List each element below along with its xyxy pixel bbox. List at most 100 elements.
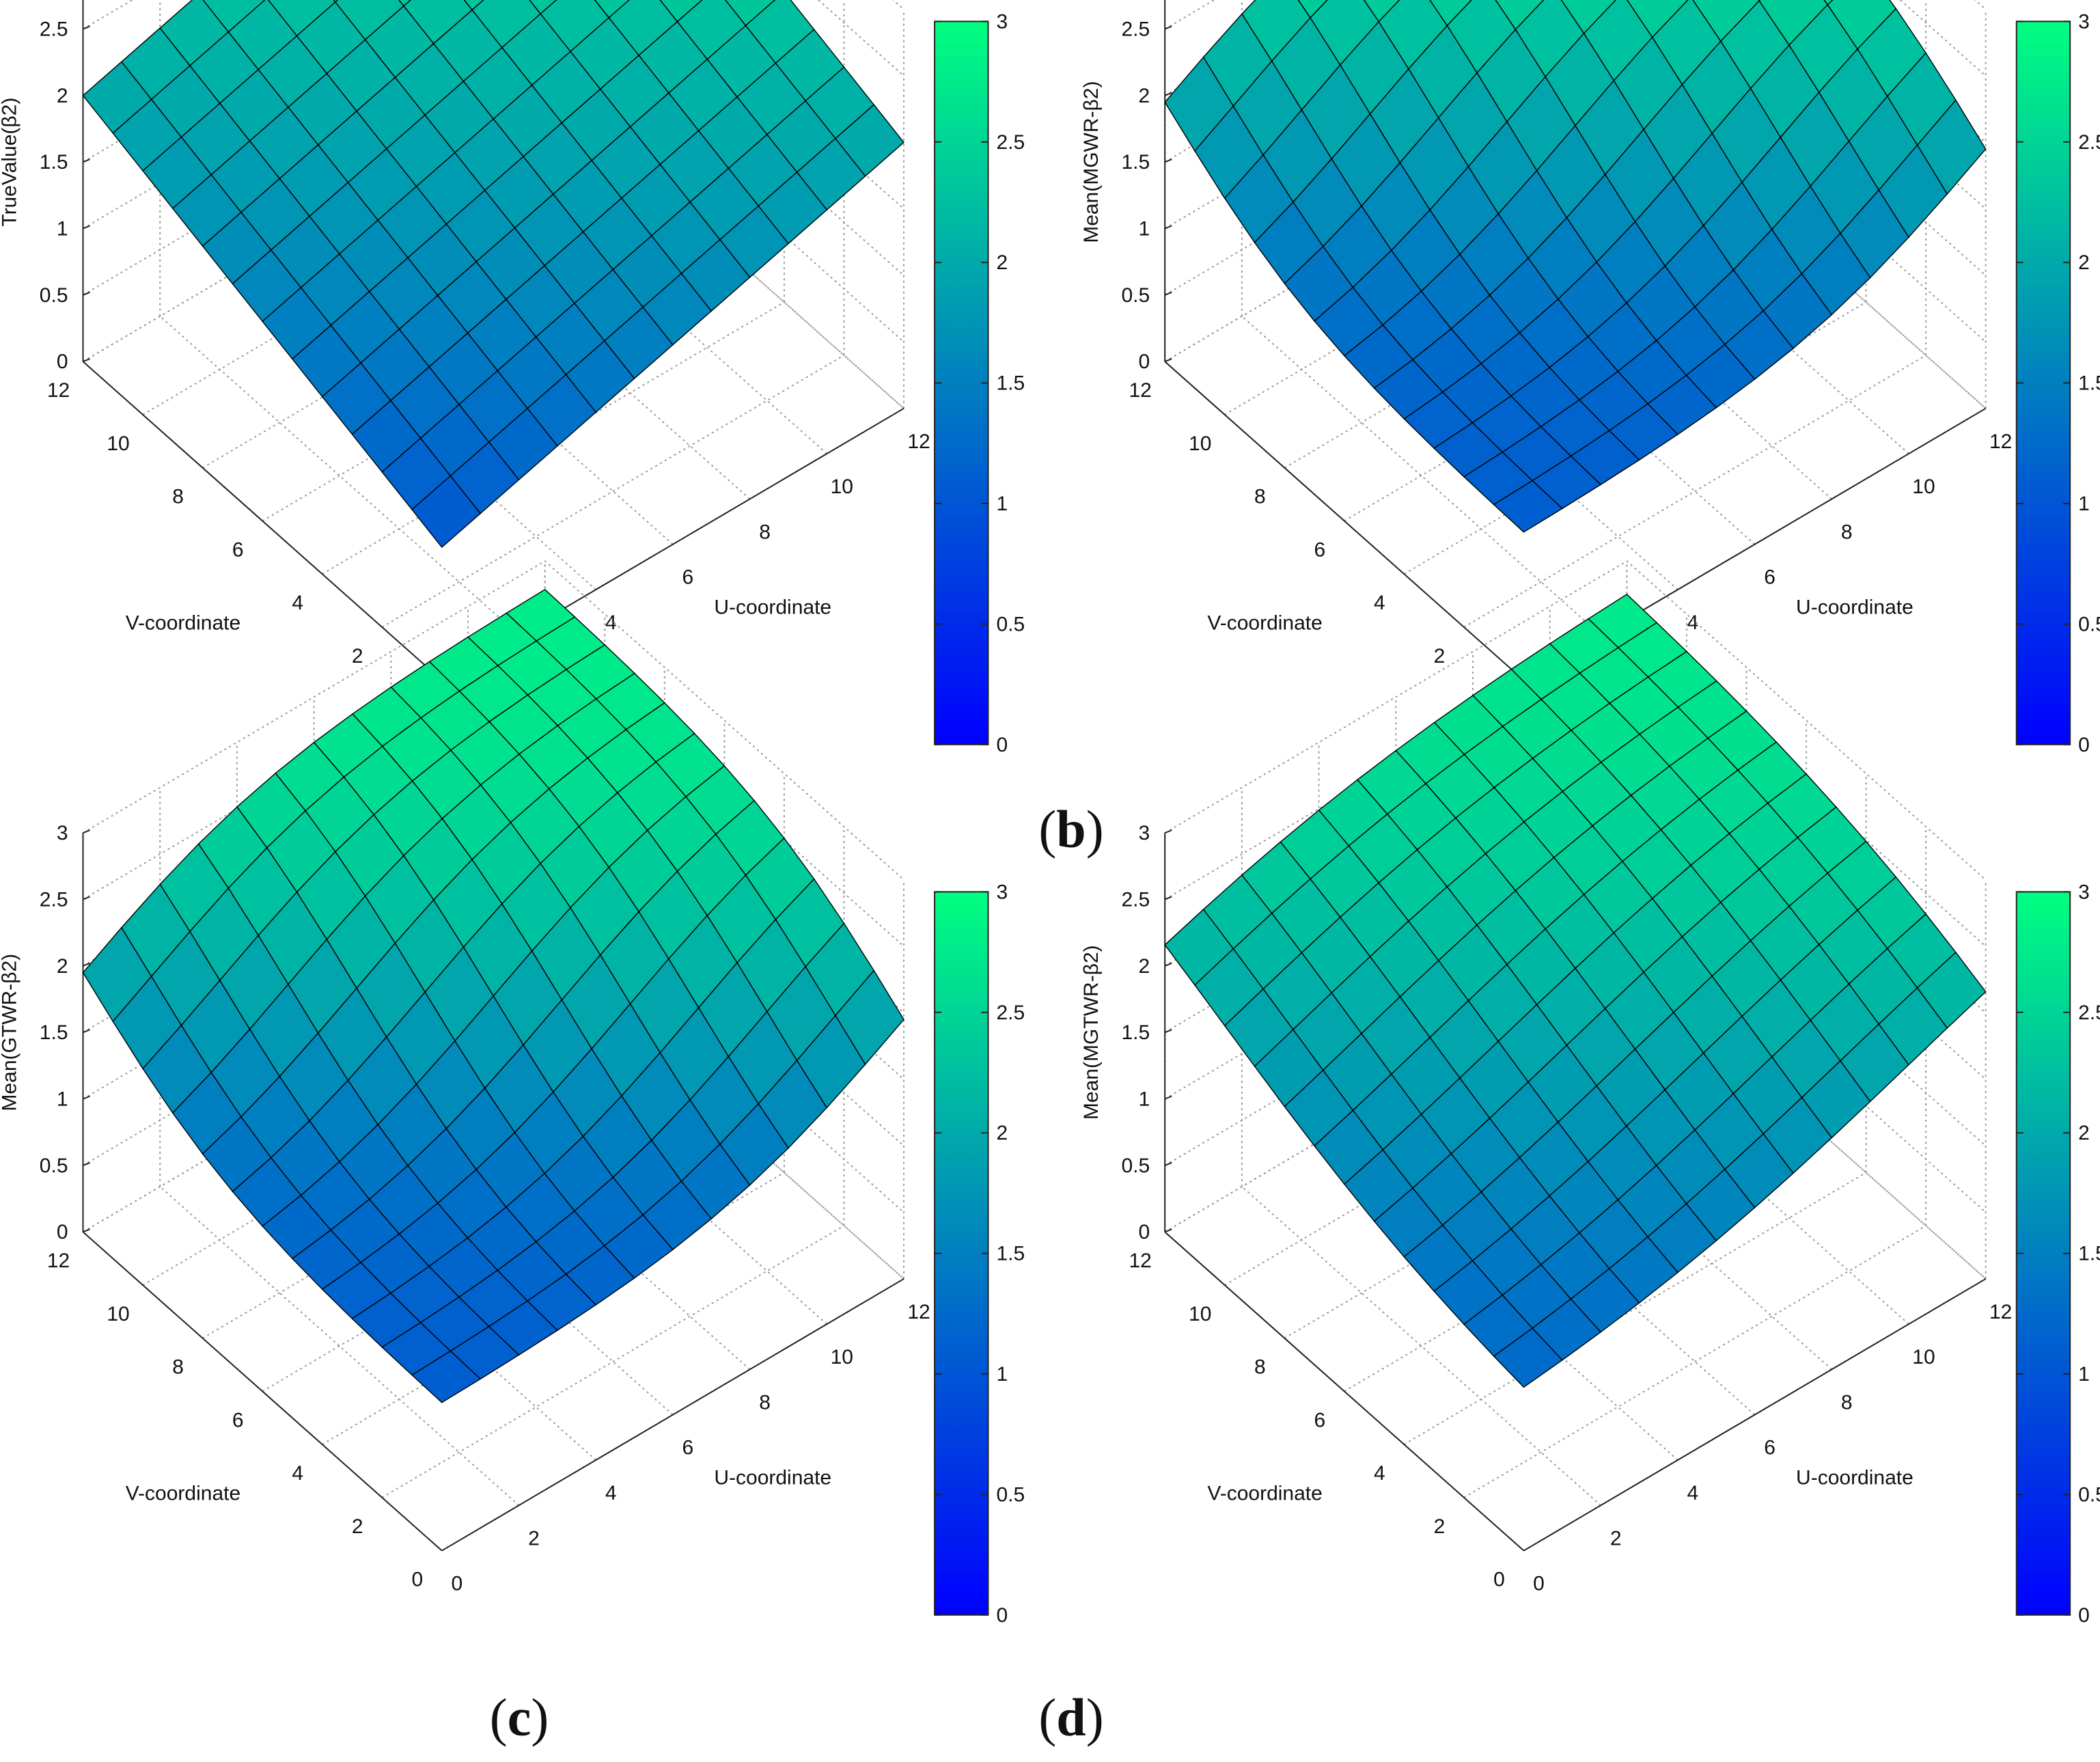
panel-b-v-tick: 6: [1314, 538, 1325, 561]
panel-a-v-tick: 12: [47, 379, 70, 402]
panel-b-v-tick: 10: [1189, 432, 1211, 455]
panel-c-v-tick: 4: [292, 1462, 303, 1485]
panel-c-colorbar-tick: 0: [996, 1604, 1008, 1627]
panel-d-colorbar-tick: 0.5: [2078, 1483, 2100, 1506]
panel-c: 00.511.522.53024681012024681012Mean(GTWR…: [0, 560, 1025, 1747]
panel-d-u-tick: 10: [1912, 1346, 1935, 1368]
panel-b-colorbar-tick: 2.5: [2078, 131, 2100, 154]
panel-d-surface-patch: [1493, 1327, 1563, 1388]
panel-b-z-tick: 0: [1139, 350, 1150, 373]
panel-a-u-tick: 12: [907, 430, 930, 453]
panel-a-v-tick: 4: [292, 592, 303, 614]
panel-d-u-tick: 0: [1533, 1573, 1545, 1595]
panel-a-z-tick: 2.5: [40, 18, 68, 40]
panel-a-surface-patch: [594, 0, 631, 18]
panel-b-colorbar-tick: 0: [2078, 734, 2090, 756]
panel-d-z-tick: 2.5: [1121, 888, 1150, 911]
panel-c-z-tick: 3: [57, 822, 68, 844]
panel-a-colorbar-tick: 3: [996, 10, 1008, 33]
panel-d-u-tick: 8: [1841, 1391, 1853, 1414]
panel-b-surface-patch: [1297, 0, 1328, 19]
panel-a-colorbar: 0 0.5 1 1.5 2 2.5 3: [934, 10, 1025, 756]
panel-a-surface: [82, 0, 904, 548]
panel-a-colorbar-tick: 0.5: [996, 613, 1025, 635]
panel-d-v-tick: 12: [1129, 1250, 1152, 1272]
panel-b-surface-patch: [1823, 0, 1834, 5]
panel-c-u-tick: 10: [831, 1346, 853, 1368]
panel-c-colorbar-tick: 2: [996, 1122, 1008, 1144]
panel-b-colorbar-tick: 2: [2078, 251, 2090, 274]
panel-a-colorbar-tick: 2.5: [996, 131, 1025, 154]
panel-b-surface-patch: [1363, 0, 1400, 23]
panel-d-v-tick: 10: [1189, 1303, 1211, 1325]
panel-c-colorbar-tick: 3: [996, 881, 1008, 903]
panel-d-z-tick: 1: [1139, 1088, 1150, 1111]
panel-a-z-tick: 0.5: [40, 284, 68, 307]
panel-a-surface-patch: [398, 0, 412, 7]
panel-b-z-tick: 2: [1139, 85, 1150, 107]
panel-a-surface-patch: [463, 0, 484, 11]
panel-b-surface-patch: [1493, 480, 1563, 533]
panel-a-z-tick: 1.5: [40, 151, 68, 174]
panel-b-colorbar-tick: 3: [2078, 10, 2090, 33]
panel-d: 00.511.522.53024681012024681012Mean(MGTW…: [1038, 560, 2100, 1747]
panel-c-u-tick: 8: [759, 1391, 771, 1414]
panel-a-v-label: V-coordinate: [126, 611, 240, 634]
panel-b-v-tick: 12: [1129, 379, 1152, 402]
panel-c-v-tick: 8: [172, 1356, 184, 1379]
panel-d-colorbar: 0 0.5 1 1.5 2 2.5 3: [2015, 881, 2100, 1627]
panel-b-z-tick: 1: [1139, 218, 1150, 240]
panel-c-z-tick: 0: [57, 1221, 68, 1243]
panel-b-u-tick: 12: [1989, 430, 2012, 453]
panel-a-u-tick: 10: [831, 476, 853, 498]
panel-c-colorbar-tick: 1.5: [996, 1243, 1025, 1265]
panel-c-colorbar-tick: 2.5: [996, 1002, 1025, 1024]
panel-a: 00.511.522.53024681012024681012TrueValue…: [0, 0, 1025, 859]
panel-c-z-tick: 2: [57, 955, 68, 978]
panel-d-colorbar-tick: 1.5: [2078, 1243, 2100, 1265]
panel-d-colorbar-tick: 2: [2078, 1122, 2090, 1144]
panel-d-z-tick: 3: [1139, 822, 1150, 844]
panel-b-surface-patch: [1429, 0, 1472, 27]
panel-d-v-label: V-coordinate: [1207, 1482, 1322, 1504]
panel-b-z-tick: 0.5: [1121, 284, 1150, 307]
panel-a-colorbar-tick: 0: [996, 734, 1008, 756]
panel-b-colorbar-tick: 0.5: [2078, 613, 2100, 635]
panel-a-z-label: TrueValue(β2): [0, 98, 21, 227]
panel-d-u-tick: 2: [1610, 1527, 1622, 1550]
panel-b-z-label: Mean(MGWR-β2): [1080, 81, 1103, 243]
panel-a-colorbar-tick: 1.5: [996, 372, 1025, 395]
panel-c-v-tick: 2: [352, 1515, 363, 1538]
panel-d-v-tick: 0: [1493, 1569, 1505, 1591]
panel-c-u-tick: 2: [528, 1527, 540, 1550]
panel-c-z-tick: 0.5: [40, 1155, 68, 1177]
panel-c-u-label: U-coordinate: [714, 1467, 831, 1489]
panel-d-u-label: U-coordinate: [1796, 1467, 1914, 1489]
panel-d-z-tick: 1.5: [1121, 1021, 1150, 1044]
panel-a-u-tick: 6: [682, 566, 694, 589]
panel-b-colorbar: 0 0.5 1 1.5 2 2.5 3: [2015, 10, 2100, 756]
panel-a-surface-patch: [411, 475, 482, 548]
panel-c-u-tick: 12: [907, 1301, 930, 1323]
panel-d-u-tick: 6: [1764, 1437, 1776, 1459]
panel-c-z-tick: 1.5: [40, 1021, 68, 1044]
panel-b: 00.511.522.53024681012024681012Mean(MGWR…: [1038, 0, 2100, 859]
panel-d-colorbar-tick: 0: [2078, 1604, 2090, 1627]
panel-b-surface: [1164, 0, 1987, 533]
panel-c-colorbar-tick: 0.5: [996, 1483, 1025, 1506]
panel-a-v-tick: 8: [172, 486, 184, 508]
panel-b-colorbar-tick: 1: [2078, 493, 2090, 515]
panel-a-surface-patch: [529, 0, 557, 15]
panel-c-z-tick: 2.5: [40, 888, 68, 911]
panel-a-u-label: U-coordinate: [714, 596, 831, 619]
panel-b-u-tick: 8: [1841, 521, 1853, 543]
panel-a-z-tick: 2: [57, 85, 68, 107]
panel-b-label: (b): [1038, 799, 1103, 859]
panel-d-colorbar-tick: 2.5: [2078, 1002, 2100, 1024]
panel-d-u-tick: 12: [1989, 1301, 2012, 1323]
panel-c-label: (c): [490, 1688, 549, 1747]
panel-d-z-tick: 0: [1139, 1221, 1150, 1243]
panel-c-v-label: V-coordinate: [126, 1482, 240, 1504]
panel-a-u-tick: 4: [605, 611, 617, 634]
